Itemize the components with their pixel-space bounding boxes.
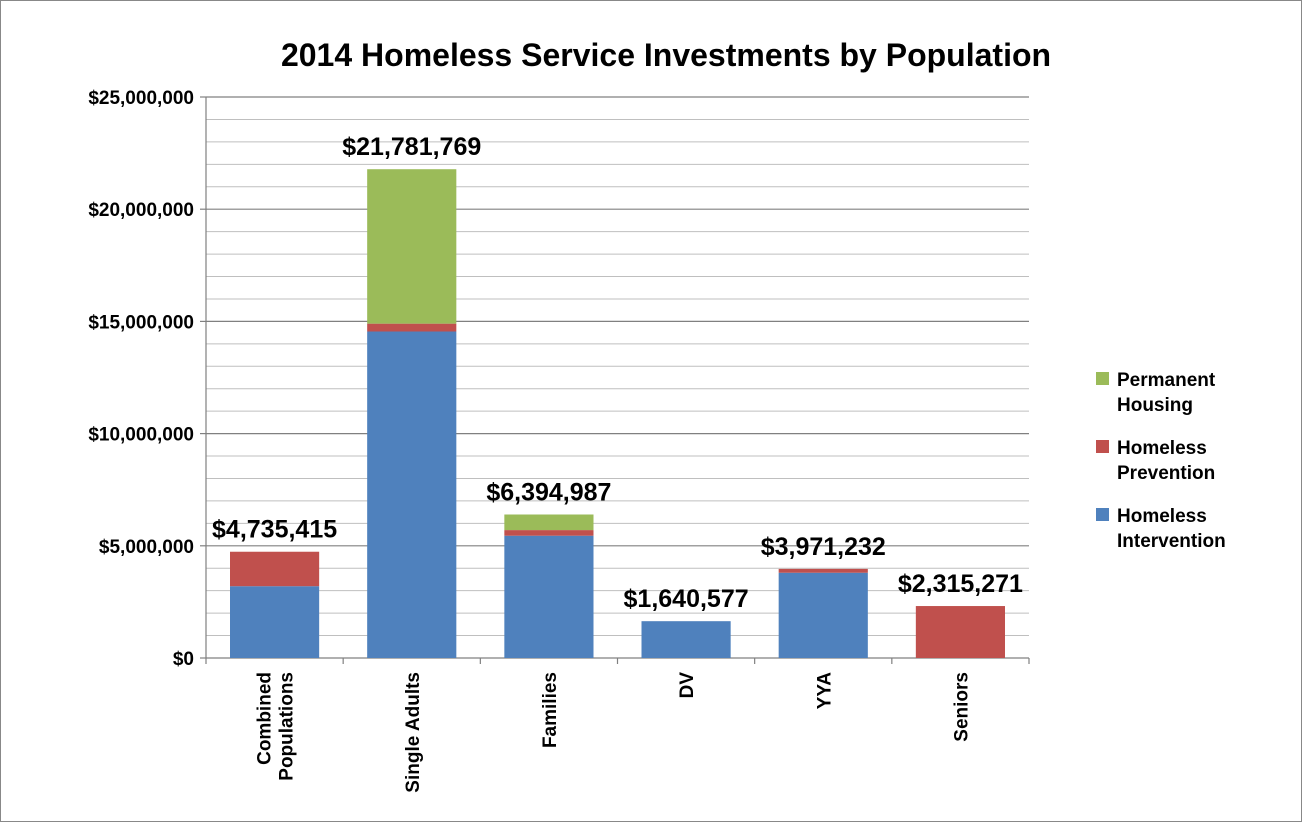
bar-total-label: $6,394,987 <box>486 478 611 506</box>
legend-label: Housing <box>1117 395 1193 416</box>
legend-label: Homeless <box>1117 506 1207 527</box>
bar-segment <box>230 586 320 658</box>
gridlines <box>206 96 1029 637</box>
y-tick-label: $25,000,000 <box>88 88 194 109</box>
bar-segment <box>367 323 457 332</box>
legend-label: Intervention <box>1117 531 1226 552</box>
bar-segment <box>504 530 594 536</box>
x-tick-label-line: Families <box>540 672 561 748</box>
bar-total-label: $3,971,232 <box>761 533 886 561</box>
bar-segment <box>915 606 1005 658</box>
legend-swatch <box>1096 372 1109 385</box>
bar-total-label: $1,640,577 <box>624 585 749 613</box>
x-tick-label: Seniors <box>951 672 972 742</box>
x-tick-labels: Combined Populations Single Adults Families… <box>255 672 973 793</box>
bar-segment <box>504 535 594 658</box>
y-tick-label: $0 <box>173 649 194 670</box>
bar-segment <box>230 551 320 587</box>
x-tick-label-line: YYA <box>814 672 835 710</box>
bar-segment <box>367 331 457 658</box>
bar-segment <box>504 514 594 531</box>
legend-swatch <box>1096 508 1109 521</box>
x-tick-label: YYA <box>814 672 835 710</box>
legend-swatch <box>1096 440 1109 453</box>
bar-total-label: $21,781,769 <box>342 133 481 161</box>
y-tick-label: $15,000,000 <box>88 312 194 333</box>
x-tick-label-line: Seniors <box>951 672 972 742</box>
bars <box>230 169 1005 658</box>
legend: Permanent Housing Homeless Prevention Homele… <box>1096 370 1226 552</box>
total-labels: $4,735,415 $21,781,769 $6,394,987 $1,640,57… <box>212 133 1023 613</box>
chart-title: 2014 Homeless Service Investments by Pop… <box>281 37 1051 73</box>
legend-label: Homeless <box>1117 438 1207 459</box>
x-tick-label: Single Adults <box>403 672 424 793</box>
axes: $0 $5,000,000 $10,000,000 $15,000,000 $20,00… <box>88 88 1030 670</box>
y-tick-label: $20,000,000 <box>88 200 194 221</box>
bar-segment <box>641 621 731 658</box>
bar-segment <box>778 572 868 658</box>
legend-label: Permanent <box>1117 370 1216 391</box>
x-tick-label: Combined Populations <box>255 672 298 781</box>
x-tick-label-line: Populations <box>277 672 298 781</box>
x-tick-label-line: DV <box>677 672 698 699</box>
bar-total-label: $2,315,271 <box>898 570 1023 598</box>
x-tick-label: Families <box>540 672 561 748</box>
y-tick-label: $5,000,000 <box>99 537 194 558</box>
x-tick-label: DV <box>677 672 698 699</box>
x-tick-label-line: Single Adults <box>403 672 424 793</box>
x-tick-label-line: Combined <box>255 672 276 765</box>
legend-label: Prevention <box>1117 463 1215 484</box>
bar-segment <box>367 169 457 324</box>
y-tick-label: $10,000,000 <box>88 425 194 446</box>
bar-segment <box>778 568 868 573</box>
bar-total-label: $4,735,415 <box>212 516 337 544</box>
